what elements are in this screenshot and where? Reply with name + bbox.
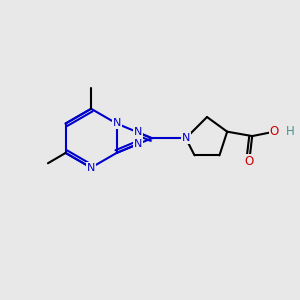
Text: N: N <box>182 133 190 143</box>
Text: O: O <box>270 125 279 138</box>
Text: N: N <box>112 118 121 128</box>
Text: N: N <box>134 127 142 137</box>
Text: N: N <box>134 139 142 149</box>
Text: O: O <box>244 154 254 168</box>
Text: N: N <box>87 163 95 173</box>
Text: H: H <box>286 125 295 138</box>
